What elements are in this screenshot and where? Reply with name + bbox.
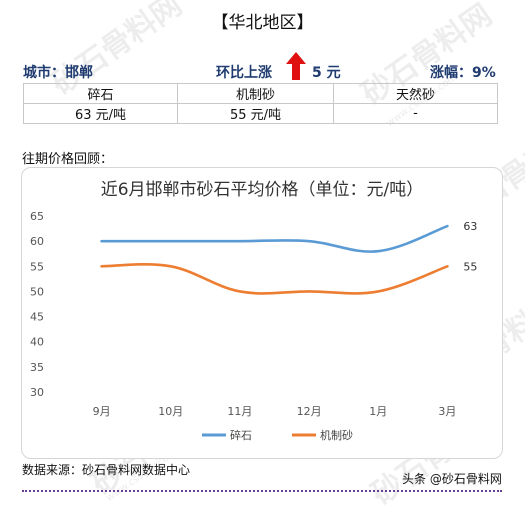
footer-credit: 头条 @砂石骨料网 xyxy=(402,472,502,486)
series-line-1 xyxy=(100,262,449,295)
x-tick-label: 10月 xyxy=(158,405,183,418)
x-tick-label: 3月 xyxy=(438,405,456,418)
y-tick-label: 35 xyxy=(30,361,44,374)
chart-container: 近6月邯郸市砂石平均价格（单位：元/吨） 30 35 40 45 50 55 60 65 9月… xyxy=(21,167,503,459)
y-tick-label: 60 xyxy=(30,235,44,248)
x-tick-label: 9月 xyxy=(93,405,111,418)
series-line-0 xyxy=(100,224,449,253)
region-title: 【华北地区】 xyxy=(211,13,314,33)
end-value-label: 63 xyxy=(463,220,477,233)
data-source: 数据来源：砂石骨料网数据中心 xyxy=(22,463,191,477)
end-value-label: 55 xyxy=(463,260,477,273)
table-header-cell: 天然砂 xyxy=(333,83,498,104)
x-tick-label: 1月 xyxy=(369,405,387,418)
table-header-cell: 机制砂 xyxy=(177,83,334,104)
dotted-divider xyxy=(22,490,502,492)
y-tick-label: 40 xyxy=(30,336,44,349)
y-tick-label: 45 xyxy=(30,311,44,324)
review-label: 往期价格回顾： xyxy=(22,152,114,167)
change-amount: 5 元 xyxy=(312,65,341,81)
up-arrow-icon xyxy=(286,52,306,80)
chart-title: 近6月邯郸市砂石平均价格（单位：元/吨） xyxy=(101,180,424,200)
x-tick-label: 11月 xyxy=(227,405,252,418)
y-tick-label: 50 xyxy=(30,285,44,298)
legend-label: 机制砂 xyxy=(320,428,353,442)
line-chart: 近6月邯郸市砂石平均价格（单位：元/吨） 30 35 40 45 50 55 60 65 9月… xyxy=(30,180,477,442)
table-header-row: 碎石 机制砂 天然砂 xyxy=(23,83,498,104)
legend-label: 碎石 xyxy=(230,428,252,442)
rise-percent: 涨幅：9% xyxy=(430,65,496,81)
change-label: 环比上涨 xyxy=(216,65,272,81)
table-cell: 55 元/吨 xyxy=(177,103,334,124)
y-tick-label: 55 xyxy=(30,260,44,273)
y-tick-label: 30 xyxy=(30,386,44,399)
table-cell: 63 元/吨 xyxy=(23,103,178,124)
price-table: 碎石 机制砂 天然砂 63 元/吨 55 元/吨 - xyxy=(23,83,498,124)
table-header-cell: 碎石 xyxy=(23,83,178,104)
x-tick-label: 12月 xyxy=(297,405,322,418)
table-row: 63 元/吨 55 元/吨 - xyxy=(23,103,498,124)
city-label: 城市：邯郸 xyxy=(23,65,93,81)
table-cell: - xyxy=(333,103,498,124)
y-tick-label: 65 xyxy=(30,210,44,223)
